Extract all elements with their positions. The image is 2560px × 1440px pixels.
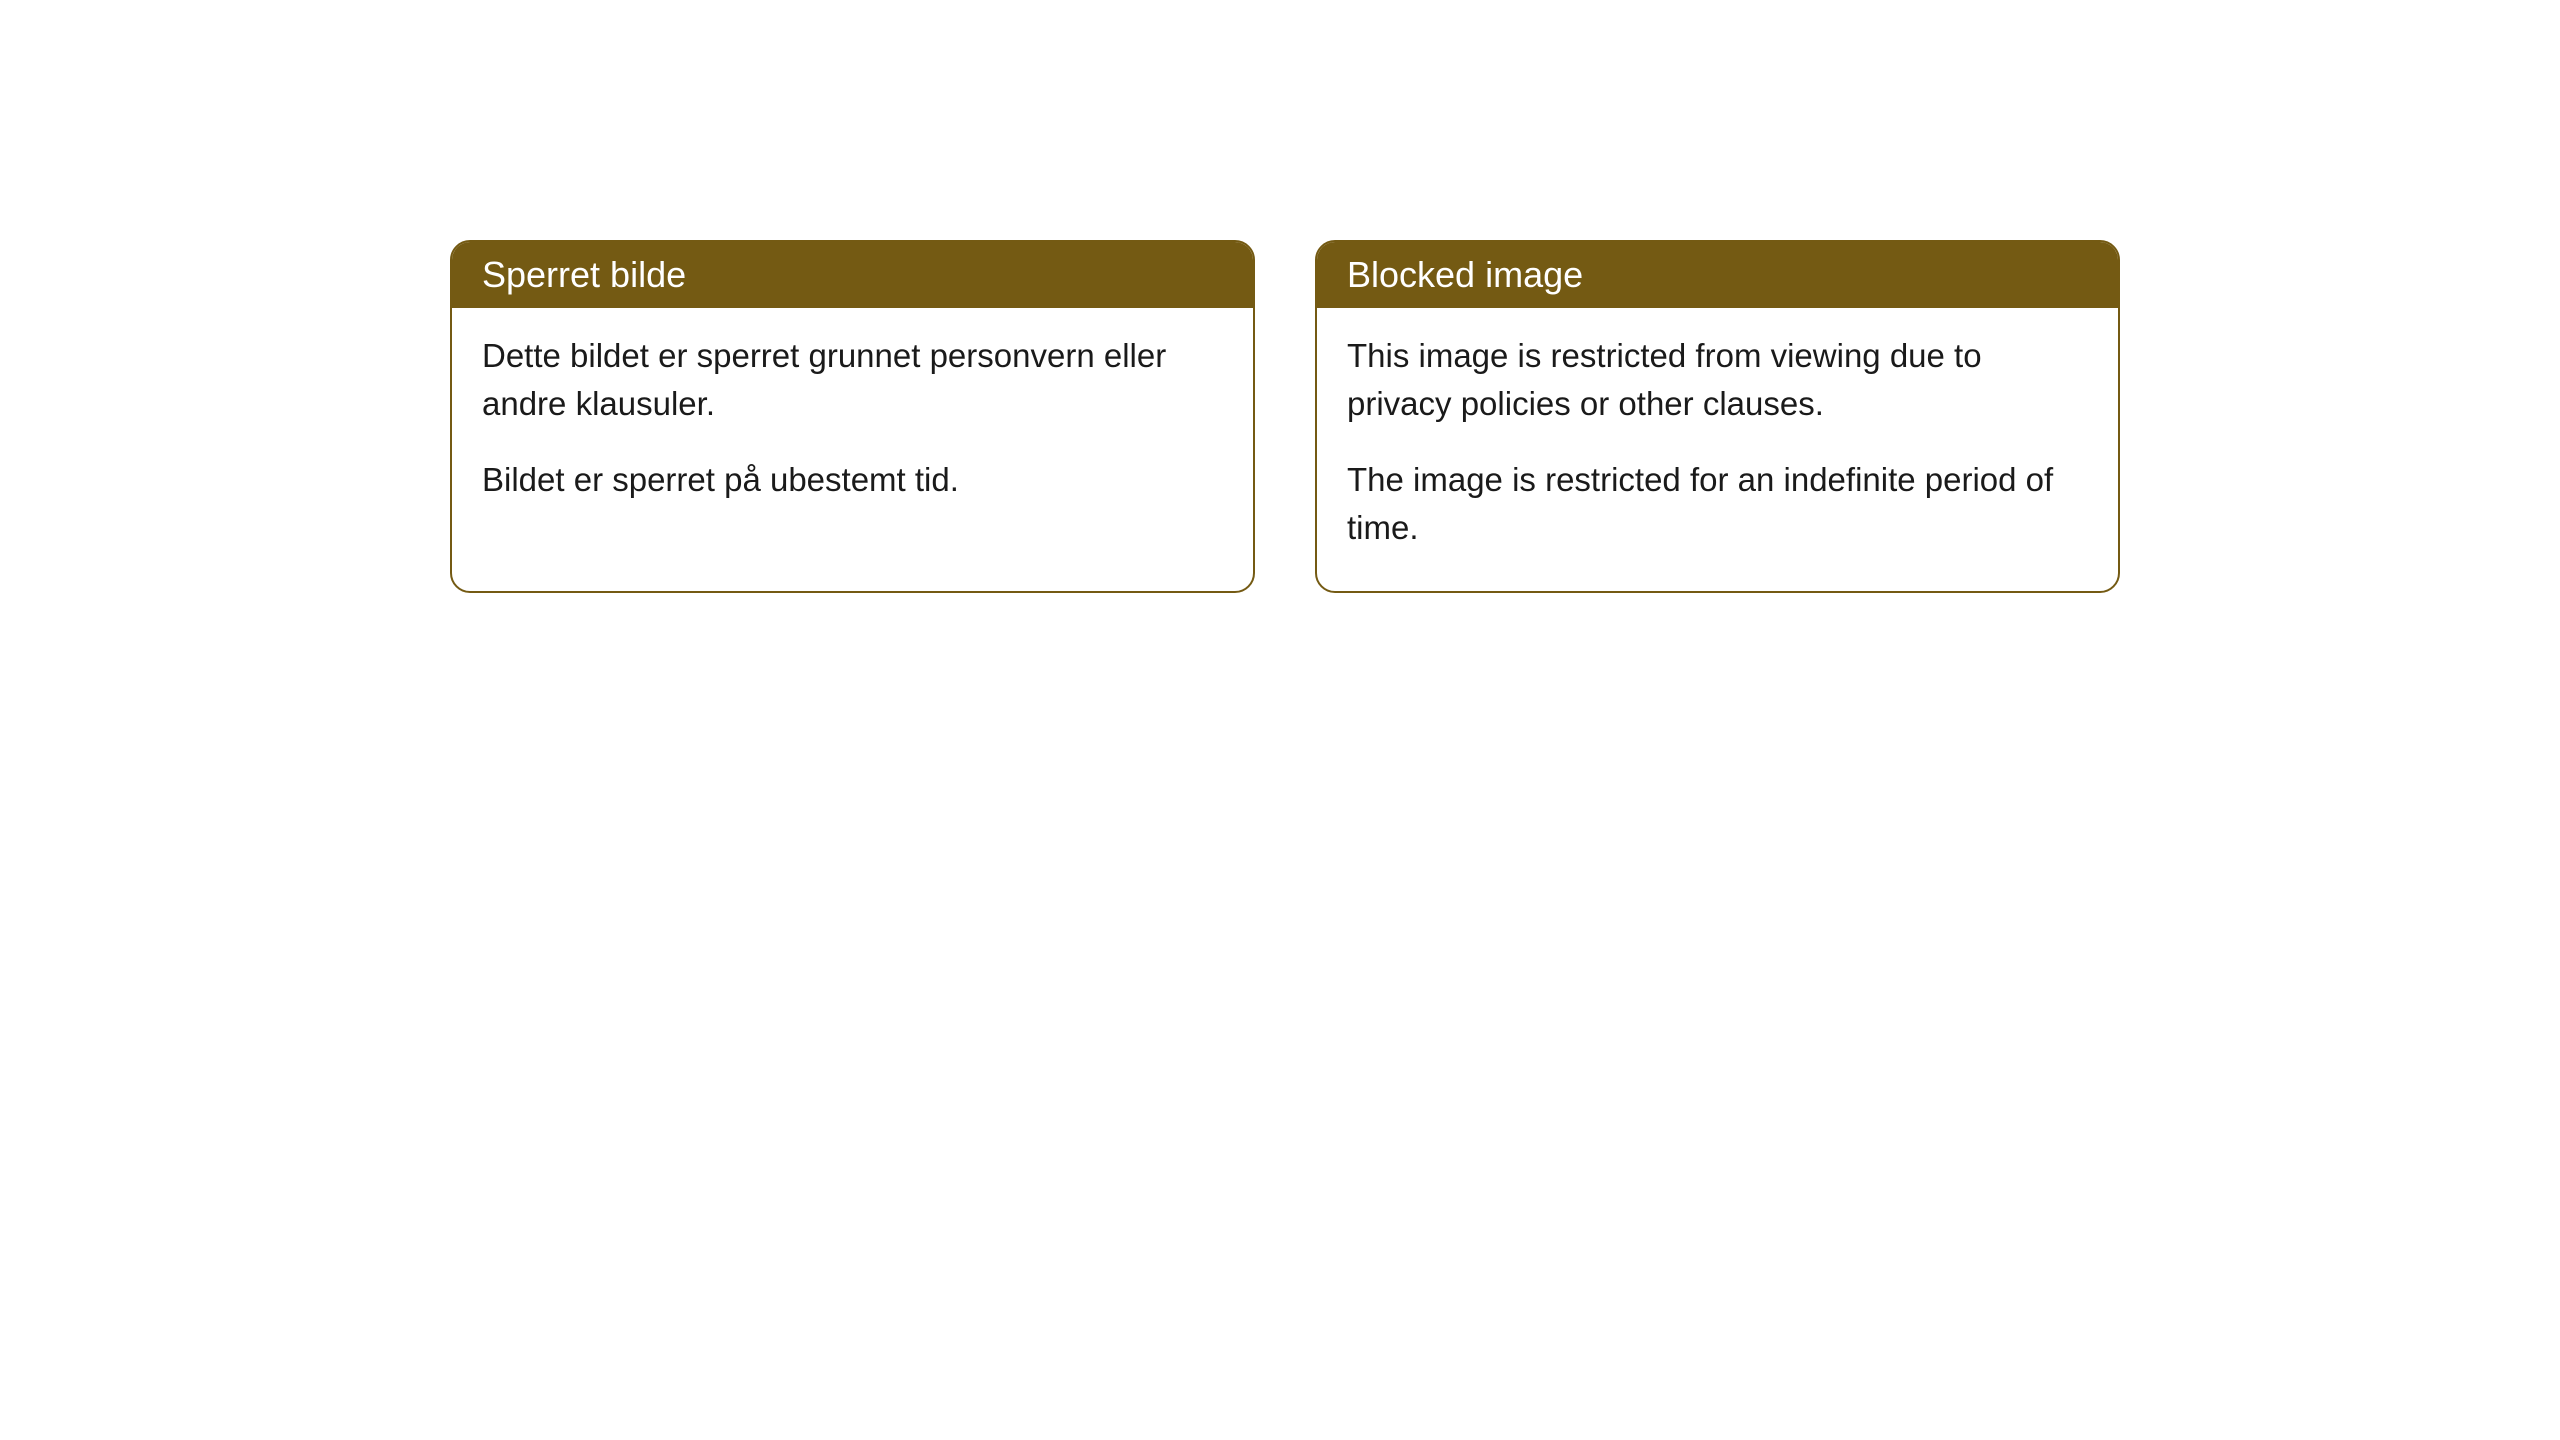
card-title-english: Blocked image: [1347, 254, 1583, 295]
card-title-norwegian: Sperret bilde: [482, 254, 686, 295]
blocked-image-card-norwegian: Sperret bilde Dette bildet er sperret gr…: [450, 240, 1255, 593]
notice-cards-container: Sperret bilde Dette bildet er sperret gr…: [450, 240, 2120, 593]
card-header-english: Blocked image: [1317, 242, 2118, 308]
card-text-2-english: The image is restricted for an indefinit…: [1347, 456, 2088, 552]
card-text-2-norwegian: Bildet er sperret på ubestemt tid.: [482, 456, 1223, 504]
card-text-1-english: This image is restricted from viewing du…: [1347, 332, 2088, 428]
card-header-norwegian: Sperret bilde: [452, 242, 1253, 308]
blocked-image-card-english: Blocked image This image is restricted f…: [1315, 240, 2120, 593]
card-text-1-norwegian: Dette bildet er sperret grunnet personve…: [482, 332, 1223, 428]
card-body-english: This image is restricted from viewing du…: [1317, 308, 2118, 591]
card-body-norwegian: Dette bildet er sperret grunnet personve…: [452, 308, 1253, 544]
